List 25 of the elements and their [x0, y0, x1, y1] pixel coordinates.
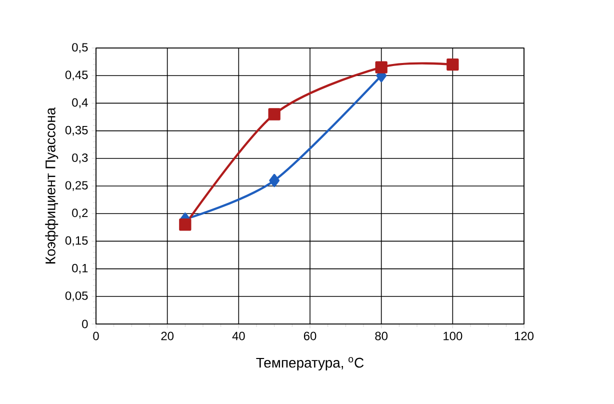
- x-axis-title: Температура, $^{o}$C: [256, 357, 364, 370]
- y-tick-label: 0,05: [65, 291, 88, 302]
- y-tick-label: 0,3: [72, 153, 88, 164]
- x-tick-label: 120: [514, 332, 534, 340]
- point: [446, 58, 459, 71]
- x-tick-label: 40: [232, 332, 245, 340]
- x-tick-label: 80: [375, 332, 388, 340]
- y-tick-label: 0,15: [65, 236, 88, 246]
- y-tick-label: 0,2: [72, 208, 88, 219]
- y-tick-label: 0: [82, 320, 88, 328]
- y-tick-label: 0,4: [72, 98, 88, 108]
- x-tick-label: 60: [304, 332, 316, 340]
- x-tick-label: 20: [161, 332, 174, 340]
- point: [179, 218, 192, 231]
- y-tick-label: 0,25: [65, 181, 88, 191]
- y-tick-label: 0,5: [72, 43, 88, 53]
- point: [375, 61, 388, 74]
- point: [269, 174, 280, 188]
- x-tick-label: 100: [444, 332, 462, 340]
- point: [268, 108, 280, 120]
- x-tick-label: 0: [93, 332, 99, 340]
- y-tick-label: 0,1: [72, 264, 88, 274]
- y-tick-label: 0,35: [65, 126, 88, 136]
- y-tick-label: 0,45: [65, 70, 88, 81]
- y-axis-title: Коэффициент Пуассона: [45, 107, 58, 264]
